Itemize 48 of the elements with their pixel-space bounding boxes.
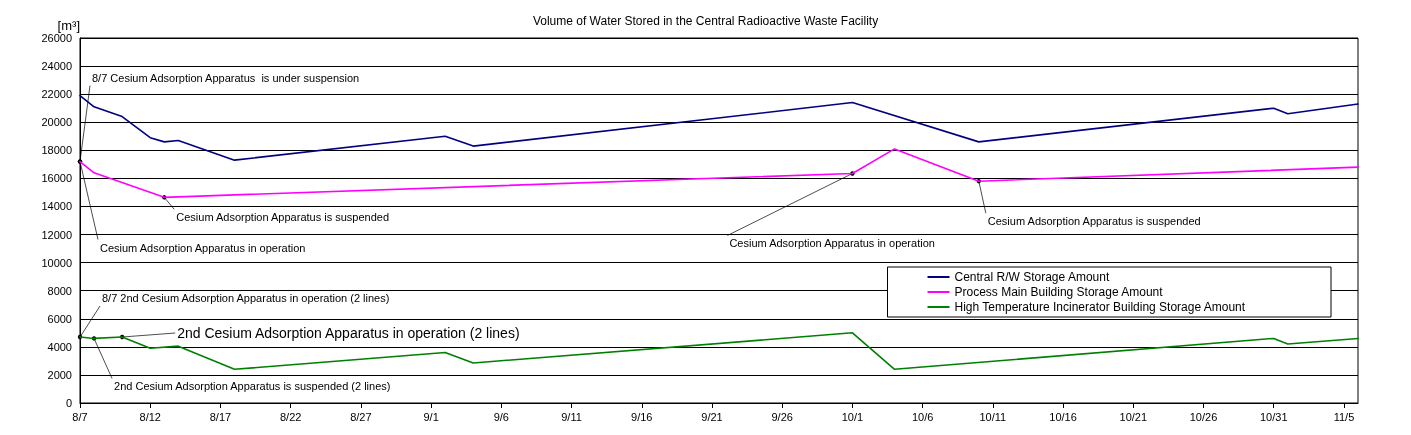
y-tick-label: 22000 bbox=[41, 88, 72, 101]
x-tick-label: 9/1 bbox=[423, 410, 439, 423]
chart-title: Volume of Water Stored in the Central Radioactive Waste Facility bbox=[532, 14, 879, 28]
legend-label: Central R/W Storage Amount bbox=[954, 270, 1110, 284]
x-tick-label: 10/31 bbox=[1259, 410, 1288, 423]
y-tick-label: 10000 bbox=[41, 256, 72, 269]
y-axis-title: [m³] bbox=[57, 18, 80, 33]
annotation: 8/7 2nd Cesium Adsorption Apparatus in operation (2 lines) bbox=[102, 292, 390, 305]
y-tick-label: 6000 bbox=[47, 312, 72, 325]
x-tick-label: 9/26 bbox=[771, 410, 793, 423]
annotation: Cesium Adsorption Apparatus is suspended bbox=[176, 211, 390, 224]
x-tick-label: 10/21 bbox=[1119, 410, 1148, 423]
x-tick-label: 8/7 bbox=[72, 410, 88, 423]
x-tick-label: 8/27 bbox=[350, 410, 372, 423]
x-tick-label: 10/16 bbox=[1049, 410, 1077, 423]
x-tick-label: 10/6 bbox=[911, 410, 934, 423]
legend-label: High Temperature Incinerator Building Storage Amount bbox=[954, 300, 1246, 314]
annotation: Cesium Adsorption Apparatus in operation bbox=[729, 237, 935, 250]
legend-label: Process Main Building Storage Amount bbox=[954, 285, 1164, 299]
y-tick-label: 20000 bbox=[41, 116, 72, 129]
annotation: 2nd Cesium Adsorption Apparatus is suspended (2 lines) bbox=[114, 380, 391, 393]
line-series bbox=[79, 148, 1359, 199]
x-tick-label: 9/11 bbox=[561, 410, 582, 423]
x-tick-label: 9/16 bbox=[631, 410, 653, 423]
line-series bbox=[79, 94, 1359, 161]
y-tick-label: 24000 bbox=[41, 60, 72, 73]
y-tick-label: 18000 bbox=[41, 144, 72, 157]
y-tick-label: 14000 bbox=[41, 200, 72, 213]
x-tick-label: 8/17 bbox=[209, 410, 232, 423]
y-tick-label: 16000 bbox=[41, 172, 72, 185]
annotation: 8/7 Cesium Adsorption Apparatus is under suspension bbox=[92, 71, 360, 84]
y-tick-label: 2000 bbox=[47, 368, 72, 381]
x-tick-label: 10/11 bbox=[979, 410, 1007, 423]
x-tick-label: 8/22 bbox=[279, 410, 302, 423]
x-tick-label: 11/5 bbox=[1333, 410, 1355, 423]
annotation: Cesium Adsorption Apparatus is suspended bbox=[987, 215, 1201, 228]
x-tick-label: 9/6 bbox=[493, 410, 509, 423]
y-tick-label: 8000 bbox=[47, 284, 72, 297]
x-tick-label: 10/26 bbox=[1189, 410, 1218, 423]
x-tick-label: 8/12 bbox=[139, 410, 161, 423]
x-tick-label: 10/1 bbox=[841, 410, 864, 423]
y-tick-label: 0 bbox=[65, 397, 72, 409]
annotation: 2nd Cesium Adsorption Apparatus in operation (2 lines) bbox=[177, 325, 520, 342]
y-tick-label: 12000 bbox=[41, 228, 72, 241]
annotation: Cesium Adsorption Apparatus in operation bbox=[100, 241, 306, 254]
y-tick-label: 26000 bbox=[41, 32, 72, 44]
x-tick-label: 9/21 bbox=[701, 410, 723, 423]
y-tick-label: 4000 bbox=[47, 340, 72, 353]
